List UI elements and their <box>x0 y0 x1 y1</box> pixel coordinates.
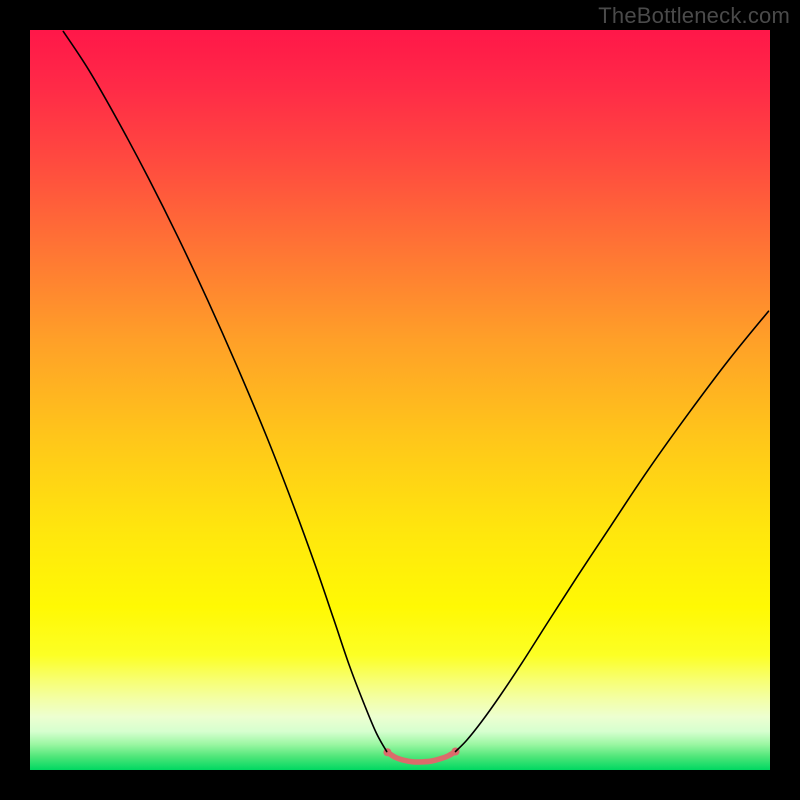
curve-right_arm <box>456 311 769 751</box>
bottom-band-line <box>387 752 455 763</box>
plot-area <box>30 30 770 770</box>
curve-left_arm <box>63 31 386 751</box>
chart-frame: TheBottleneck.com <box>0 0 800 800</box>
chart-svg <box>30 30 770 770</box>
watermark-text: TheBottleneck.com <box>598 3 790 29</box>
